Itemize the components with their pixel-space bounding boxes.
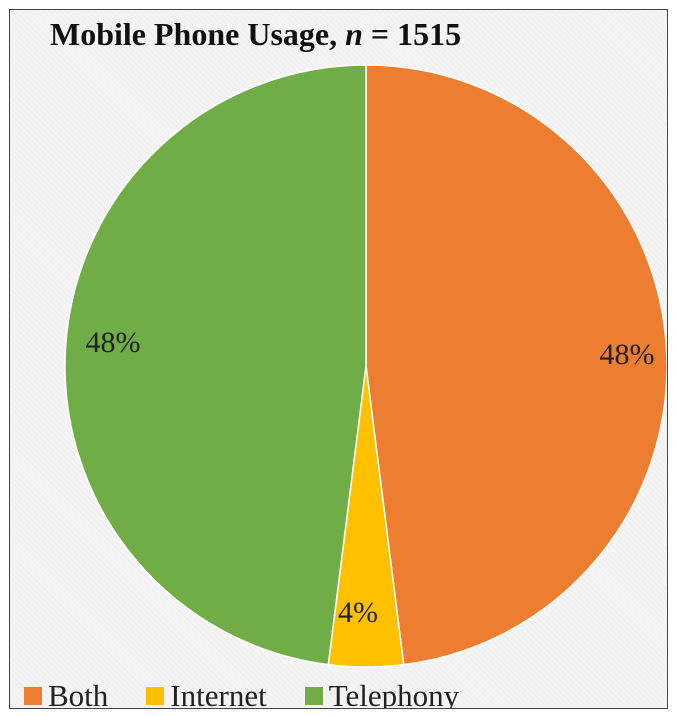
chart-title-prefix: Mobile Phone Usage,: [50, 16, 346, 52]
legend-swatch-both: [24, 687, 42, 705]
data-label-telephony: 48%: [86, 326, 141, 359]
legend-swatch-internet: [146, 687, 165, 705]
legend-label-telephony: Telephony: [328, 678, 460, 709]
pie-slice-both: [365, 64, 667, 666]
legend-swatch-telephony: [304, 687, 323, 705]
chart-title: Mobile Phone Usage, n = 1515: [50, 16, 461, 53]
data-label-internet: 4%: [338, 596, 378, 629]
pie-chart: 48% 4% 48%: [64, 64, 667, 668]
data-label-both: 48%: [600, 338, 655, 371]
legend-label-internet: Internet: [170, 678, 267, 709]
chart-title-suffix: = 1515: [362, 16, 462, 52]
legend-item-telephony: Telephony: [304, 678, 460, 709]
legend-item-internet: Internet: [146, 678, 267, 709]
legend-item-both: Both: [24, 678, 109, 709]
chart-frame: Mobile Phone Usage, n = 1515 48% 4% 48% Bo…: [9, 9, 668, 709]
legend-label-both: Both: [48, 678, 109, 709]
pie-slice-telephony: [64, 64, 367, 666]
chart-title-n: n: [345, 16, 363, 52]
chart-legend: Both Internet Telephony: [24, 678, 460, 709]
